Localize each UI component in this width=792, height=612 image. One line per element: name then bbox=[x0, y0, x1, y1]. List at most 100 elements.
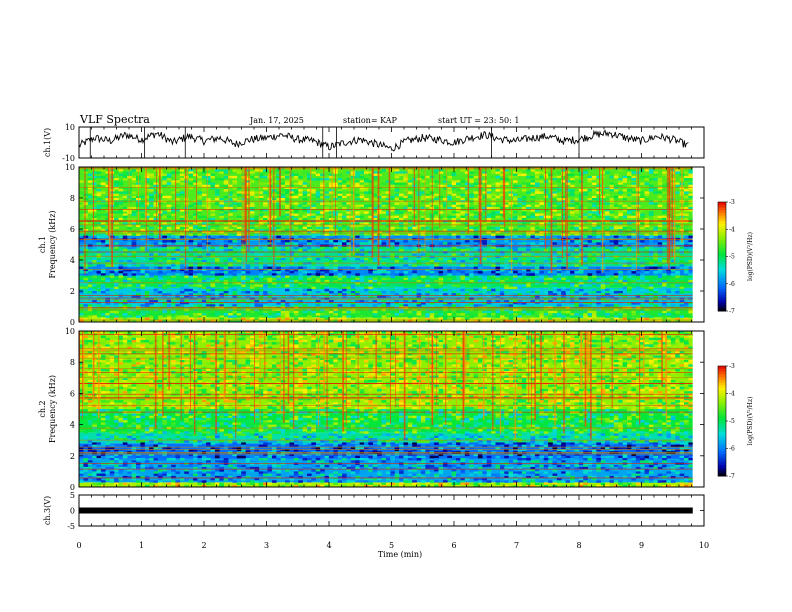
ch1-spectrogram-cell bbox=[447, 260, 452, 263]
ch1-spectrogram-cell bbox=[662, 184, 667, 188]
ch1-spectrogram-cell bbox=[684, 231, 689, 234]
ch1-spectrogram-cell bbox=[631, 268, 637, 272]
ch1-spectrogram-cell bbox=[372, 193, 378, 197]
ch1-spectrogram-cell bbox=[87, 304, 93, 307]
ch1-spectrogram-cell bbox=[556, 178, 562, 181]
ch1-spectrogram-cell bbox=[280, 304, 286, 307]
ch1-spectrogram-cell bbox=[565, 264, 571, 267]
ch1-spectrogram-cell bbox=[232, 288, 238, 292]
ch1-spectrogram-cell bbox=[605, 279, 610, 283]
ch1-spectrogram-cell bbox=[210, 295, 216, 298]
ch1-spectrogram-cell bbox=[241, 198, 246, 201]
ch1-spectrogram-cell bbox=[609, 217, 615, 221]
ch1-spectrogram-cell bbox=[403, 299, 409, 303]
ch1-spectrogram-cell bbox=[372, 288, 378, 292]
ch1-spectrogram-cell bbox=[486, 282, 492, 285]
ch1-spectrogram-cell bbox=[197, 202, 203, 205]
ch1-spectrogram-cell bbox=[635, 286, 641, 290]
ch1-spectrogram-cell bbox=[469, 253, 474, 256]
ch1-spectrogram-cell bbox=[223, 299, 229, 303]
ch1-spectrogram-cell bbox=[100, 291, 106, 294]
ch1-spectrogram-cell bbox=[578, 302, 584, 305]
ch1-spectrogram-cell bbox=[670, 180, 676, 183]
ch1-spectrogram-cell bbox=[517, 302, 523, 305]
ch1-spectrogram-cell bbox=[662, 279, 667, 283]
ch1-spectrogram-cell bbox=[149, 204, 154, 208]
ch1-spectrogram-cell bbox=[653, 191, 658, 194]
ch1-spectrogram-cell bbox=[521, 282, 527, 285]
ch1-spectrogram-cell bbox=[267, 293, 273, 296]
ch1-spectrogram-cell bbox=[451, 235, 457, 239]
ch1-spectrogram-cell bbox=[87, 264, 93, 267]
ch1-spectrogram-cell bbox=[131, 184, 137, 188]
ch1-spectrogram-cell bbox=[136, 295, 141, 298]
ch1-spectrogram-cell bbox=[653, 178, 658, 181]
ch1-spectrogram-cell bbox=[232, 182, 238, 185]
ch1-spectrogram-cell bbox=[587, 180, 593, 183]
ch1-spectrogram-cell bbox=[631, 169, 637, 172]
ch1-spectrogram-cell bbox=[193, 268, 198, 272]
ch1-spectrogram-cell bbox=[477, 275, 483, 278]
ch1-spectrogram-cell bbox=[482, 284, 487, 287]
ch1-spectrogram-cell bbox=[464, 213, 470, 216]
ch1-spectrogram-cell bbox=[372, 271, 378, 274]
ch1-spectrogram-cell bbox=[635, 268, 641, 272]
ch1-spectrogram-cell bbox=[320, 246, 325, 250]
ch1-spectrogram-cell bbox=[219, 209, 224, 212]
ch1-spectrogram-cell bbox=[596, 180, 601, 183]
ch1-spectrogram-cell bbox=[302, 198, 308, 201]
ch1-spectrogram-cell bbox=[307, 246, 312, 250]
ch1-spectrogram-cell bbox=[556, 304, 562, 307]
ch1-spectrogram-cell bbox=[250, 299, 255, 303]
ch1-spectrogram-cell bbox=[403, 271, 409, 274]
ch1-spectrogram-cell bbox=[324, 180, 330, 183]
ch1-spectrogram-cell bbox=[561, 297, 566, 301]
ch1-spectrogram-cell bbox=[670, 266, 676, 270]
ch1-spectrogram-cell bbox=[477, 297, 483, 301]
ch1-spectrogram-cell bbox=[372, 260, 378, 263]
ch1-spectrogram-cell bbox=[469, 180, 474, 183]
ch1-spectrogram-cell bbox=[618, 260, 623, 263]
ch1-spectrogram-cell bbox=[434, 233, 439, 236]
ch1-spectrogram-cell bbox=[561, 217, 566, 221]
ch1-spectrogram-cell bbox=[469, 288, 474, 292]
ch1-spectrogram-cell bbox=[144, 189, 150, 192]
ch1-spectrogram-cell bbox=[114, 213, 119, 216]
ch1-spectrogram-cell bbox=[302, 204, 308, 208]
ch1-spectrogram-cell bbox=[688, 217, 694, 221]
ch1-spectrogram-cell bbox=[131, 273, 137, 276]
ch1-spectrogram-cell bbox=[543, 302, 549, 305]
ch1-spectrogram-cell bbox=[201, 286, 207, 290]
ch1-spectrogram-cell bbox=[662, 178, 667, 181]
ch1-spectrogram-cell bbox=[521, 235, 527, 239]
ch1-spectrogram-cell bbox=[627, 248, 632, 252]
ch1-spectrogram-cell bbox=[420, 288, 426, 292]
ch1-spectrogram-cell bbox=[530, 268, 536, 272]
ch1-spectrogram-cell bbox=[245, 178, 251, 181]
ch1-spectrogram-cell bbox=[210, 213, 216, 216]
ch1-spectrogram-cell bbox=[118, 169, 124, 172]
ch1-spectrogram-cell bbox=[552, 198, 558, 201]
ch1-spectrogram-cell bbox=[359, 182, 365, 185]
ch1-spectrogram-cell bbox=[517, 264, 523, 267]
ch1-spectrogram-cell bbox=[377, 173, 382, 177]
ch1-spectrogram-cell bbox=[508, 266, 514, 270]
ch1-spectrogram-cell bbox=[267, 246, 273, 250]
ch1-spectrogram-cell bbox=[451, 246, 457, 250]
ch1-spectrogram-cell bbox=[670, 299, 676, 303]
ch1-spectrogram-cell bbox=[254, 173, 260, 177]
ch1-spectrogram-cell bbox=[162, 231, 167, 234]
ch1-spectrogram-cell bbox=[271, 275, 277, 278]
ch1-spectrogram-cell bbox=[280, 195, 286, 199]
ch1-spectrogram-cell bbox=[232, 293, 238, 296]
ch1-spectrogram-cell bbox=[114, 171, 119, 174]
ch1-spectrogram-cell bbox=[539, 198, 544, 201]
ch1-spectrogram-cell bbox=[201, 226, 207, 230]
ch1-spectrogram-cell bbox=[276, 175, 281, 179]
ch1-spectrogram-cell bbox=[517, 240, 523, 243]
ch1-spectrogram-cell bbox=[627, 195, 632, 199]
ch1-spectrogram-cell bbox=[364, 180, 369, 183]
ch1-spectrogram-cell bbox=[644, 297, 650, 301]
ch1-spectrogram-cell bbox=[464, 293, 470, 296]
ch1-spectrogram-cell bbox=[337, 242, 343, 245]
